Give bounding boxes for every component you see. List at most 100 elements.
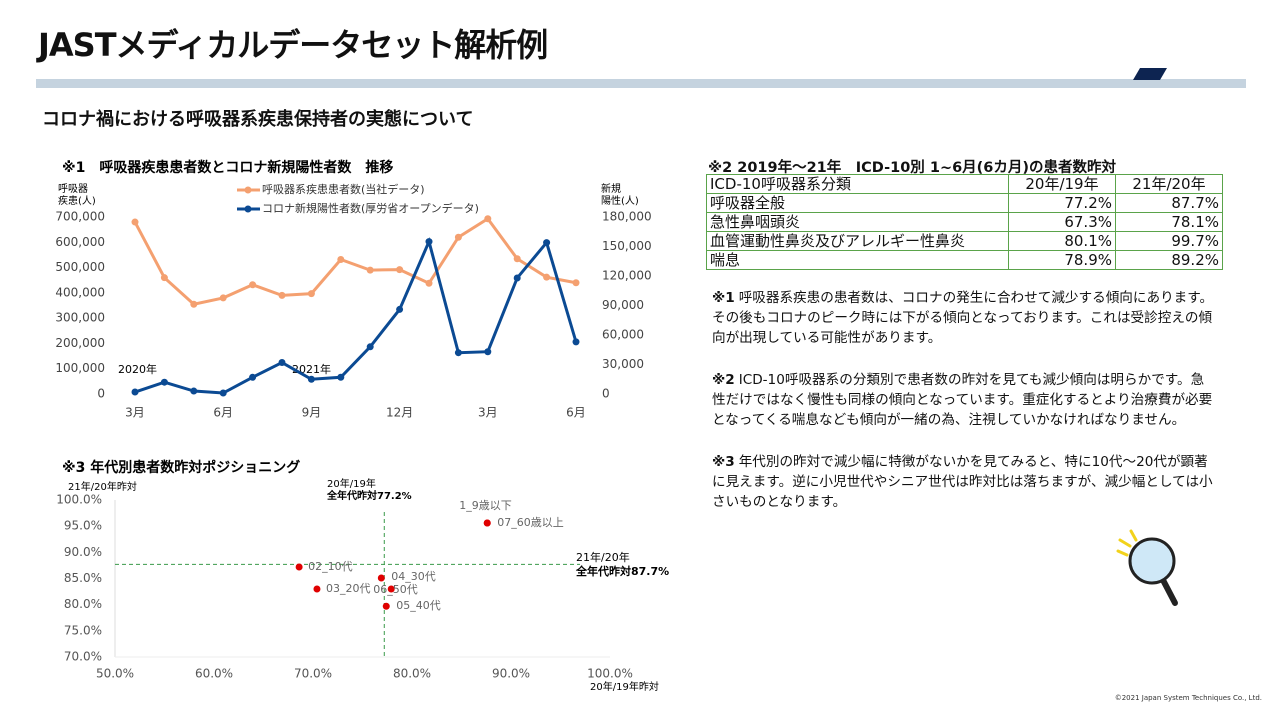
data-point xyxy=(131,388,139,396)
x-tick-label: 90.0% xyxy=(492,667,530,681)
note-text: 年代別の昨対で減少幅に特徴がないかを見てみると、特に10代～20代が顕著に見えま… xyxy=(712,454,1213,510)
table-row: 急性鼻咽頭炎 67.3% 78.1% xyxy=(706,212,1223,232)
table-cell: 89.2% xyxy=(1115,250,1223,270)
annotation: 2020年 xyxy=(118,362,157,376)
y2-tick-label: 120,000 xyxy=(602,269,652,283)
data-point xyxy=(396,266,404,274)
chart-title: ※1 呼吸器疾患患者数とコロナ新規陽性者数 推移 xyxy=(62,159,393,176)
y2-tick-label: 180,000 xyxy=(602,210,652,224)
scatter-point xyxy=(483,519,491,527)
data-point xyxy=(572,338,580,346)
legend-marker xyxy=(244,186,252,194)
data-point xyxy=(513,255,521,263)
data-point xyxy=(190,300,198,308)
x-tick-label: 60.0% xyxy=(195,667,233,681)
data-point xyxy=(337,255,345,263)
legend-label: 呼吸器系疾患患者数(当社データ) xyxy=(262,182,425,196)
table-cell: 78.9% xyxy=(1008,250,1116,270)
scatter-point xyxy=(295,563,303,571)
scatter-point xyxy=(387,585,395,593)
note-text: 呼吸器系疾患の患者数は、コロナの発生に合わせて減少する傾向にあります。その後もコ… xyxy=(712,290,1214,346)
data-point xyxy=(307,375,315,383)
table-cell: 77.2% xyxy=(1008,193,1116,213)
page-title: JASTメディカルデータセット解析例 xyxy=(38,26,548,64)
y2-tick-label: 60,000 xyxy=(602,328,644,342)
data-point xyxy=(484,348,492,356)
y2-axis-label: 新規 xyxy=(601,182,621,195)
data-point xyxy=(131,218,139,226)
y2-tick-label: 0 xyxy=(602,387,610,401)
table-row: 喘息 78.9% 89.2% xyxy=(706,250,1223,270)
y2-tick-label: 150,000 xyxy=(602,239,652,253)
data-point xyxy=(160,378,168,386)
y-tick-label: 100.0% xyxy=(56,493,102,507)
x-tick-label: 70.0% xyxy=(294,667,332,681)
x-tick-label: 12月 xyxy=(386,406,413,420)
x-tick-label: 80.0% xyxy=(393,667,431,681)
table-cell: 喘息 xyxy=(706,250,1009,270)
legend-marker xyxy=(244,205,252,213)
y-tick-label: 300,000 xyxy=(55,311,105,325)
point-label: 1_9歳以下 xyxy=(459,499,512,512)
scatter-point xyxy=(382,602,390,610)
x-tick-label: 3月 xyxy=(478,406,498,420)
x-tick-label: 3月 xyxy=(125,406,145,420)
data-point xyxy=(572,279,580,287)
x-tick-label: 100.0% xyxy=(587,667,633,681)
x-tick-label: 6月 xyxy=(566,406,586,420)
chart-title: ※3 年代別患者数昨対ポジショニング xyxy=(62,459,300,476)
note-mark: ※2 xyxy=(712,372,735,388)
table: ICD-10呼吸器系分類 20年/19年 21年/20年 呼吸器全般 77.2% 87.7… xyxy=(706,174,1223,270)
y-tick-label: 70.0% xyxy=(64,650,102,664)
note-mark: ※1 xyxy=(712,290,735,306)
table-cell: 急性鼻咽頭炎 xyxy=(706,212,1009,232)
table-cell: 67.3% xyxy=(1008,212,1116,232)
data-point xyxy=(249,373,257,381)
data-point xyxy=(249,281,257,289)
y-tick-label: 100,000 xyxy=(55,361,105,375)
legend-label: コロナ新規陽性者数(厚労省オープンデータ) xyxy=(262,201,479,215)
table-header-cell: 20年/19年 xyxy=(1008,174,1116,194)
point-label: 06_50代 xyxy=(373,583,418,596)
y-tick-label: 0 xyxy=(97,387,105,401)
data-point xyxy=(278,359,286,367)
data-point xyxy=(219,294,227,302)
data-point xyxy=(543,239,551,247)
data-point xyxy=(366,266,374,274)
y2-axis-label: 陽性(人) xyxy=(601,194,639,207)
data-point xyxy=(219,389,227,397)
table-header: ICD-10呼吸器系分類 20年/19年 21年/20年 xyxy=(706,174,1223,194)
table-header-cell: ICD-10呼吸器系分類 xyxy=(706,174,1009,194)
table-cell: 78.1% xyxy=(1115,212,1223,232)
series-line xyxy=(134,237,578,395)
point-label: 07_60歳以上 xyxy=(497,516,564,529)
data-point xyxy=(190,387,198,395)
data-point xyxy=(425,238,433,246)
y-tick-label: 600,000 xyxy=(55,235,105,249)
annotation: 2021年 xyxy=(292,362,331,376)
reference-label: 全年代昨対87.7% xyxy=(575,564,669,578)
subtitle: コロナ禍における呼吸器系疾患保持者の実態について xyxy=(42,109,474,130)
notes: ※1 呼吸器系疾患の患者数は、コロナの発生に合わせて減少する傾向にあります。その後… xyxy=(712,288,1217,534)
data-point xyxy=(425,279,433,287)
y-tick-label: 90.0% xyxy=(64,545,102,559)
x-axis-label: 20年/19年昨対 xyxy=(590,680,659,693)
data-point xyxy=(454,233,462,241)
data-point xyxy=(278,291,286,299)
note-text: ICD-10呼吸器系の分類別で患者数の昨対を見ても減少傾向は明らかです。急性だけ… xyxy=(712,372,1213,428)
note: ※2 ICD-10呼吸器系の分類別で患者数の昨対を見ても減少傾向は明らかです。急性… xyxy=(712,370,1217,430)
data-point xyxy=(160,274,168,282)
footer: ©2021 Japan System Techniques Co., Ltd. xyxy=(1114,694,1262,702)
y-tick-label: 85.0% xyxy=(64,571,102,585)
x-tick-label: 50.0% xyxy=(96,667,134,681)
data-point xyxy=(484,215,492,223)
table-title: ※2 2019年～21年 ICD-10別 1~6月(6カ月)の患者数昨対 xyxy=(708,160,1117,176)
y-tick-label: 75.0% xyxy=(64,623,102,637)
series-line xyxy=(133,216,577,306)
point-label: 03_20代 xyxy=(326,582,371,595)
y-tick-label: 95.0% xyxy=(64,519,102,533)
y-axis-label: 21年/20年昨対 xyxy=(68,480,137,493)
scatter-point xyxy=(377,574,385,582)
y-tick-label: 500,000 xyxy=(55,260,105,274)
